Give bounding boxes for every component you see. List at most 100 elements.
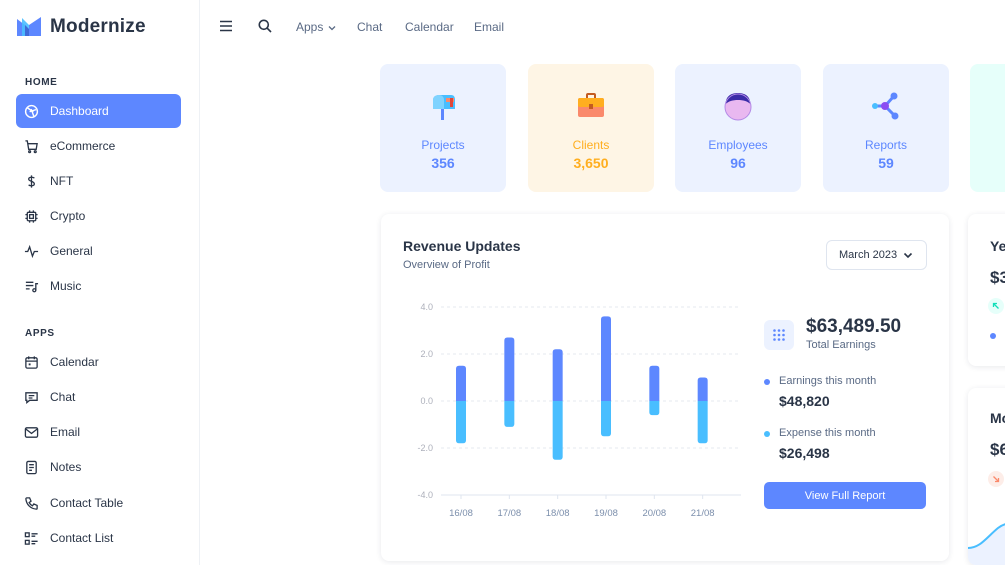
sidebar-item-label: Contact Table <box>50 496 124 510</box>
stat-value: 59 <box>878 155 894 171</box>
bar-expense <box>504 401 515 427</box>
calendar-icon <box>23 354 39 370</box>
sidebar-item-email[interactable]: Email <box>16 415 181 449</box>
menu-icon[interactable] <box>218 18 234 34</box>
sidebar-item-nft[interactable]: NFT <box>16 164 181 198</box>
total-earnings-label: Total Earnings <box>806 339 876 351</box>
earnings-value: $48,820 <box>779 393 830 409</box>
sidebar-item-label: Calendar <box>50 355 99 369</box>
card-title: Ye <box>990 238 1005 254</box>
card-subtitle: Overview of Profit <box>403 259 490 271</box>
view-full-report-button[interactable]: View Full Report <box>764 482 926 509</box>
sidebar-item-notes[interactable]: Notes <box>16 450 181 484</box>
card-value: $3 <box>990 268 1005 287</box>
arrow-down-right-icon <box>988 471 1004 487</box>
x-tick-label: 21/08 <box>691 508 715 519</box>
stat-card-reports[interactable]: Reports 59 <box>823 64 949 192</box>
stat-card-projects[interactable]: Projects 356 <box>380 64 506 192</box>
expense-value: $26,498 <box>779 445 830 461</box>
sidebar-item-contact-list[interactable]: Contact List <box>16 521 181 555</box>
sidebar-item-music[interactable]: Music <box>16 269 181 303</box>
sidebar-item-label: NFT <box>50 174 74 188</box>
topbar-link-calendar[interactable]: Calendar <box>405 20 454 34</box>
x-tick-label: 20/08 <box>642 508 666 519</box>
sidebar-item-label: Crypto <box>50 209 86 223</box>
brand-name: Modernize <box>50 16 146 37</box>
currency-dollar-icon <box>23 173 39 189</box>
period-select-value: March 2023 <box>839 249 898 261</box>
sidebar-item-label: Email <box>50 425 81 439</box>
bar-expense <box>552 401 563 460</box>
stat-label: Employees <box>708 138 768 152</box>
brand-logo[interactable]: Modernize <box>16 14 146 40</box>
stat-label: Clients <box>572 138 610 152</box>
sidebar-item-crypto[interactable]: Crypto <box>16 199 181 233</box>
shopping-cart-icon <box>23 138 39 154</box>
activity-heartbeat-icon <box>23 243 39 259</box>
chevron-down-icon <box>903 252 913 259</box>
total-earnings-value: $63,489.50 <box>806 316 902 337</box>
x-tick-label: 19/08 <box>594 508 618 519</box>
card-title: Revenue Updates <box>403 238 521 254</box>
bar-earnings <box>504 337 515 401</box>
stat-card-clients[interactable]: Clients 3,650 <box>528 64 654 192</box>
sidebar-item-label: eCommerce <box>50 139 116 153</box>
arrow-up-left-icon <box>988 298 1004 314</box>
search-icon[interactable] <box>257 18 273 34</box>
card-title: Mo <box>990 410 1005 426</box>
sidebar-item-chat[interactable]: Chat <box>16 380 181 414</box>
stat-value: 356 <box>431 155 455 171</box>
message-icon <box>23 389 39 405</box>
phone-icon <box>23 495 39 511</box>
expense-dot <box>764 431 770 437</box>
bar-expense <box>697 401 708 444</box>
sidebar-item-general[interactable]: General <box>16 234 181 268</box>
topbar-link-chat[interactable]: Chat <box>357 20 383 34</box>
mail-icon <box>23 424 39 440</box>
bar-expense <box>649 401 660 416</box>
bar-earnings <box>552 349 563 401</box>
y-tick-label: -4.0 <box>417 490 433 500</box>
period-select[interactable]: March 2023 <box>826 240 927 270</box>
revenue-chart: 4.0 2.0 0.0 -2.0 -4.0 16/08 17/08 18/08 19/08 20/… <box>417 302 741 519</box>
grid-dots-icon <box>764 320 794 350</box>
stat-card-employees[interactable]: Employees 96 <box>675 64 801 192</box>
revenue-updates-card: Revenue Updates Overview of Profit March… <box>381 214 949 561</box>
bar-expense <box>456 401 466 444</box>
stat-label: Reports <box>864 138 908 152</box>
yearly-breakup-card: Ye $3 <box>968 214 1005 366</box>
playlist-icon <box>23 278 39 294</box>
stat-card-partial[interactable] <box>970 64 1005 192</box>
modernize-logo-icon <box>17 17 41 36</box>
earnings-sparkline <box>968 523 1005 565</box>
stat-value: 96 <box>730 155 746 171</box>
sidebar-item-label: Contact List <box>50 531 114 545</box>
topbar-link-label: Apps <box>296 20 324 34</box>
section-title-apps: APPS <box>25 328 55 339</box>
sidebar-item-contact-table[interactable]: Contact Table <box>16 486 181 520</box>
sidebar-item-calendar[interactable]: Calendar <box>16 345 181 379</box>
list-details-icon <box>23 530 39 546</box>
expense-label: Expense this month <box>779 427 876 439</box>
aperture-icon <box>23 103 39 119</box>
topbar: Apps Chat Calendar Email <box>200 0 1005 54</box>
topbar-link-email[interactable]: Email <box>474 20 505 34</box>
x-tick-label: 16/08 <box>449 508 473 519</box>
section-title-home: HOME <box>25 77 58 88</box>
stat-value: 3,650 <box>573 155 609 171</box>
sidebar-item-label: Chat <box>50 390 76 404</box>
sidebar-item-ecommerce[interactable]: eCommerce <box>16 129 181 163</box>
chevron-down-icon <box>328 26 336 31</box>
bar-earnings <box>649 365 660 401</box>
bar-earnings <box>697 377 708 401</box>
mailbox-icon <box>380 90 506 122</box>
sidebar-item-dashboard[interactable]: Dashboard <box>16 94 181 128</box>
sidebar-item-label: Dashboard <box>50 104 109 118</box>
y-tick-label: 4.0 <box>420 302 433 312</box>
earnings-dot <box>764 379 770 385</box>
topbar-link-apps[interactable]: Apps <box>296 20 336 34</box>
cpu-icon <box>23 208 39 224</box>
briefcase-icon <box>528 90 654 122</box>
x-tick-label: 18/08 <box>546 508 570 519</box>
y-tick-label: 0.0 <box>420 396 433 406</box>
